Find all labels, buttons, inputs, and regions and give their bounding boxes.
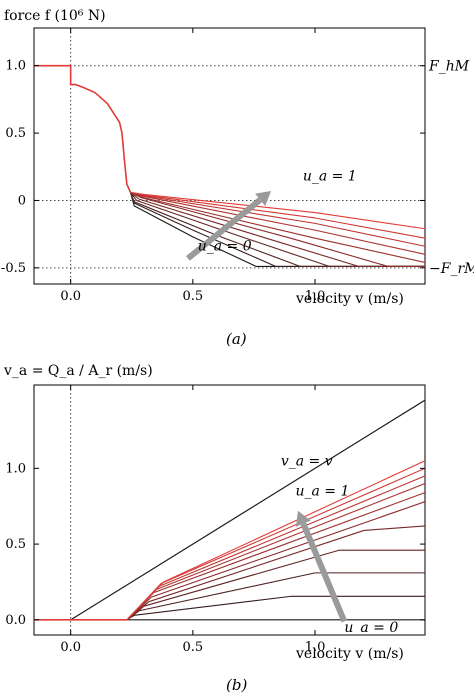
panel-a-xlabel: velocity v (m/s) bbox=[295, 291, 404, 307]
panel-a-annotation: u_a = 1 bbox=[303, 168, 357, 184]
panel-b-annotation: v_a = v bbox=[281, 453, 333, 469]
panel-b-xtick-label: 0.0 bbox=[60, 640, 81, 655]
panel-b-annotation: u_a = 0 bbox=[344, 620, 398, 636]
panel-b-arrow-head bbox=[295, 510, 311, 527]
panel-b-family-curve bbox=[126, 525, 425, 621]
panel-b-identity-line bbox=[70, 399, 425, 621]
panel-a-plot-frame bbox=[33, 27, 426, 285]
panel-a-family-curve bbox=[130, 191, 425, 247]
panel-b-family-curve bbox=[126, 501, 425, 621]
panel-b-ytick-label: 0.5 bbox=[5, 537, 26, 552]
panel-a-ylabel: force f (10⁶ N) bbox=[4, 8, 106, 24]
panel-a-xtick-label: 0.5 bbox=[183, 289, 204, 304]
panel-b-xlabel: velocity v (m/s) bbox=[295, 646, 404, 662]
panel-a-arrow-head bbox=[255, 191, 272, 207]
panel-b-family-curve bbox=[126, 467, 425, 621]
panel-a-annotation: u_a = 0 bbox=[198, 238, 252, 254]
panel-a-xtick-label: 0.0 bbox=[60, 289, 81, 304]
panel-a-ytick-label: 0 bbox=[18, 193, 26, 208]
panel-a-common-curve bbox=[34, 64, 132, 193]
panel-a-force-chart: force f (10⁶ N) 0.0 0.5 1.0 1.0 0.5 0 -0.5 F_hM… bbox=[1, 8, 474, 348]
panel-b-xtick-label: 1.0 bbox=[305, 640, 326, 655]
panel-a-family-curve bbox=[130, 191, 425, 239]
panel-a-right-label: F_hM bbox=[428, 59, 470, 75]
panel-b-ytick-label: 0.0 bbox=[5, 613, 26, 628]
panel-a-family-curve bbox=[130, 191, 425, 268]
panel-a-ytick-label: 0.5 bbox=[5, 126, 26, 141]
panel-b-xtick-label: 0.5 bbox=[183, 640, 204, 655]
panel-a-caption: (a) bbox=[226, 330, 247, 348]
panel-a-family-curve bbox=[130, 191, 425, 268]
panel-b-family-curve bbox=[126, 492, 425, 621]
panel-a-ytick-label: -0.5 bbox=[1, 261, 26, 276]
panel-b-arrow-shaft bbox=[300, 522, 348, 623]
panel-a-right-label: −F_rM bbox=[429, 261, 474, 277]
panel-b-annotation: u_a = 1 bbox=[295, 484, 349, 500]
panel-b-ytick-label: 1.0 bbox=[5, 461, 26, 476]
panel-a-xtick-label: 1.0 bbox=[305, 289, 326, 304]
panel-a-arrow-shaft bbox=[186, 197, 263, 261]
panel-a-family-curve bbox=[130, 191, 425, 255]
panel-b-family-curve bbox=[126, 482, 425, 621]
panel-b-velocity-chart: v_a = Q_a / A_r (m/s) 0.0 0.5 1.0 0.0 0.5 1.0… bbox=[3, 363, 426, 694]
panel-b-plot-frame bbox=[33, 384, 426, 636]
panel-a-ytick-label: 1.0 bbox=[5, 59, 26, 74]
panel-b-family-curve bbox=[126, 549, 425, 621]
panel-a-family-curve bbox=[130, 191, 425, 230]
panel-b-family-curve bbox=[126, 460, 425, 621]
panel-b-caption: (b) bbox=[226, 676, 247, 694]
panel-a-family-curve bbox=[130, 191, 425, 263]
panel-b-family-curve bbox=[126, 595, 425, 621]
panel-b-ylabel: v_a = Q_a / A_r (m/s) bbox=[3, 363, 153, 379]
